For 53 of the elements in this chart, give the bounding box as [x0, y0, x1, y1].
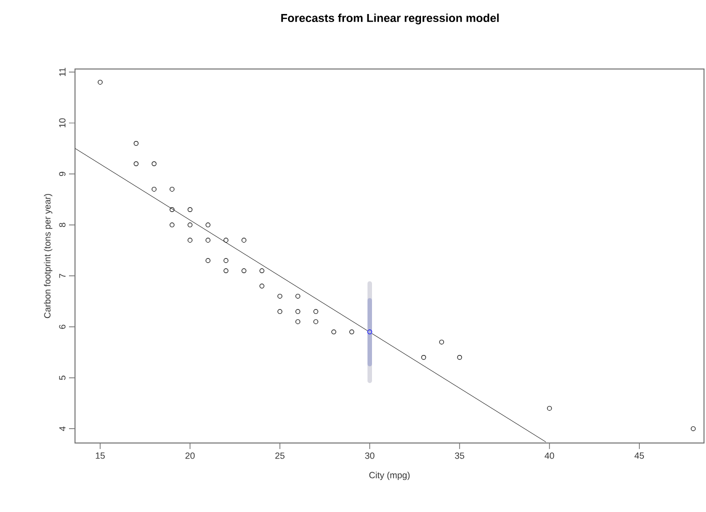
point — [98, 80, 103, 85]
y-tick-label: 7 — [59, 274, 66, 278]
point — [547, 406, 552, 411]
point — [260, 268, 264, 274]
point — [224, 258, 228, 263]
point — [690, 426, 696, 432]
point — [206, 258, 210, 263]
point — [349, 330, 354, 334]
x-tick-label: 25 — [275, 452, 284, 459]
point — [260, 284, 264, 288]
point — [188, 238, 192, 243]
point — [242, 268, 246, 274]
point — [134, 140, 139, 146]
point — [457, 354, 462, 360]
point — [277, 294, 282, 299]
point — [421, 354, 426, 360]
point — [152, 186, 156, 192]
y-tick-label: 4 — [59, 426, 66, 432]
point — [188, 222, 192, 228]
point — [224, 268, 228, 274]
point — [206, 222, 210, 228]
chart-title: Forecasts from Linear regression model — [281, 14, 499, 24]
x-tick-label: 15 — [96, 452, 105, 459]
point — [170, 207, 174, 212]
point — [170, 222, 174, 228]
point — [439, 340, 444, 344]
y-tick-label: 9 — [59, 172, 66, 176]
point — [331, 330, 336, 334]
point — [224, 238, 228, 243]
point — [206, 238, 210, 243]
y-tick-label: 6 — [59, 324, 66, 329]
point — [313, 319, 318, 324]
point — [170, 186, 174, 192]
point — [188, 207, 192, 212]
x-tick-label: 30 — [365, 452, 374, 459]
point — [295, 294, 300, 299]
point — [295, 319, 300, 324]
point — [134, 161, 139, 166]
point — [295, 309, 300, 314]
x-tick-label: 20 — [185, 452, 195, 459]
x-tick-label: 45 — [634, 452, 644, 459]
point — [313, 309, 318, 314]
x-tick-label: 40 — [544, 452, 554, 459]
y-axis-title: Carbon footprint (tons per year) — [44, 194, 52, 318]
point — [152, 161, 156, 166]
y-tick-label: 5 — [59, 376, 66, 380]
x-axis-title: City (mpg) — [369, 472, 410, 480]
x-tick-label: 35 — [454, 452, 464, 459]
y-tick-label: 8 — [59, 222, 66, 228]
point — [277, 309, 282, 314]
y-tick-label: 11 — [59, 68, 66, 76]
y-tick-label: 10 — [59, 118, 66, 128]
point — [242, 238, 246, 243]
